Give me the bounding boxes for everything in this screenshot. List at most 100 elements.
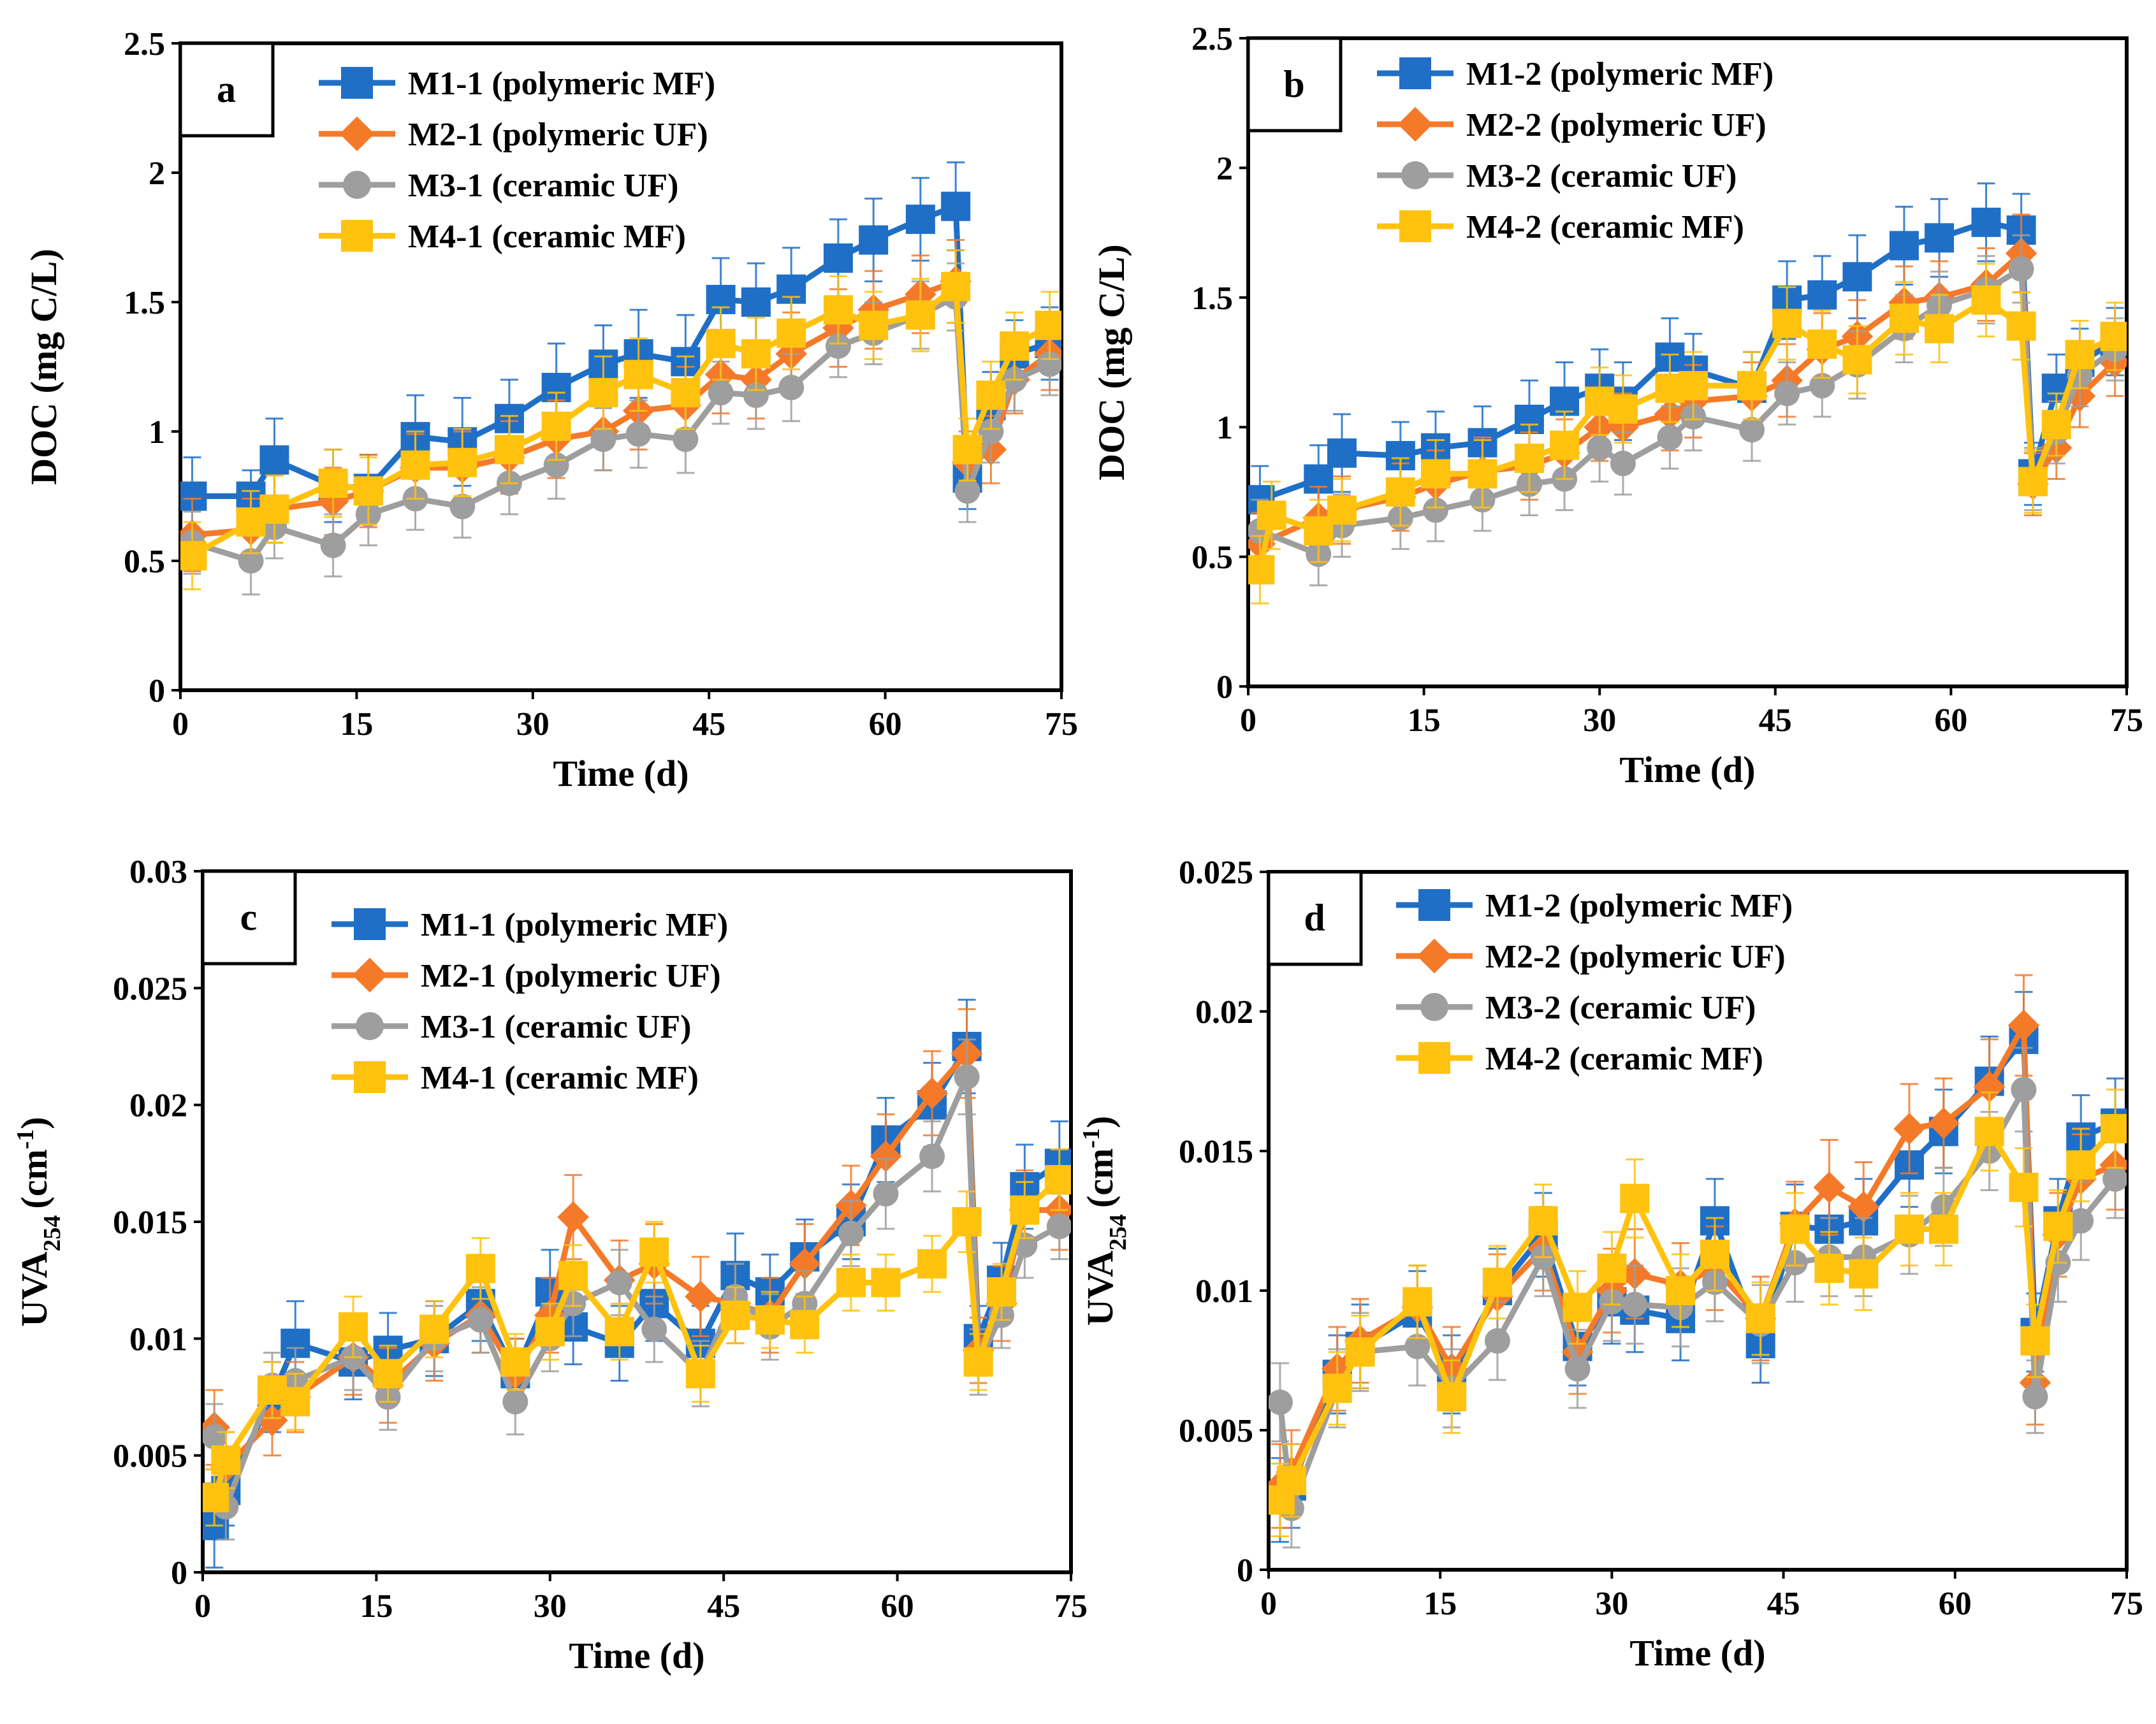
data-point: [318, 468, 348, 498]
x-tick-label: 45: [692, 706, 725, 742]
data-point: [280, 1387, 310, 1417]
legend-label: M4-1 (ceramic MF): [421, 1060, 699, 1096]
x-tick-label: 30: [534, 1588, 567, 1625]
data-point: [1597, 1253, 1627, 1283]
data-point: [1780, 1214, 1810, 1244]
data-point: [1622, 1291, 1648, 1317]
data-point: [2066, 1150, 2096, 1180]
panel-b: 0 15 30 45 60 75 0 0.5 1 1.5 2 2.5 Time (d) DOC (mg C…: [1091, 21, 2143, 790]
legend-item: M3-1 (ceramic UF): [331, 1009, 691, 1045]
y-tick-label: 2: [149, 156, 165, 192]
x-tick-label: 30: [516, 706, 550, 742]
x-tick-label: 60: [1934, 702, 1967, 739]
legend: M1-2 (polymeric MF) M2-2 (polymeric UF) M3…: [1377, 56, 1774, 245]
panel-c: 0 15 30 45 60 75 0 0.005 0.01 0.015 0.02 0.025 0.03 T…: [12, 854, 1088, 1676]
data-point: [2068, 1208, 2094, 1234]
data-point: [1657, 424, 1683, 451]
legend-item: M2-1 (polymeric UF): [319, 116, 708, 153]
data-point: [339, 1312, 368, 1342]
panel-letter: b: [1283, 63, 1304, 105]
data-point: [2100, 321, 2127, 351]
data-point: [673, 426, 699, 453]
data-point: [1772, 308, 1802, 338]
data-point: [978, 419, 1004, 444]
legend-marker: [1420, 993, 1448, 1021]
y-tick-label: 0.03: [129, 854, 187, 890]
data-point: [987, 1277, 1017, 1307]
y-tick-label: 2: [1216, 150, 1233, 187]
data-point: [1528, 1206, 1558, 1236]
series-m4: [1269, 1089, 2127, 1537]
legend-item: M2-2 (polymeric UF): [1396, 938, 1786, 975]
data-point: [535, 1317, 565, 1347]
panel-a: 0 15 30 45 60 75 0 0.5 1 1.5 2 2.5 Time (d) DOC (mg C…: [23, 26, 1078, 794]
data-point: [1925, 223, 1955, 253]
data-point: [1402, 1287, 1432, 1317]
legend-item: M4-1 (ceramic MF): [331, 1060, 699, 1096]
x-tick-label: 75: [1054, 1588, 1088, 1625]
x-tick-label: 30: [1595, 1586, 1628, 1622]
data-point: [917, 1249, 947, 1279]
data-point: [494, 435, 524, 465]
data-point: [954, 478, 980, 504]
data-point: [859, 225, 889, 255]
y-tick-label: 0.015: [1179, 1134, 1253, 1170]
data-point: [1895, 1214, 1925, 1244]
data-point: [180, 540, 207, 570]
data-point: [1813, 1171, 1846, 1203]
data-point: [870, 1140, 902, 1173]
data-point: [639, 1237, 669, 1267]
data-point: [1842, 345, 1872, 375]
data-point: [557, 1201, 589, 1233]
data-point: [2101, 1113, 2127, 1143]
legend-marker: [1401, 161, 1429, 189]
y-axis-title: DOC (mg C/L): [23, 249, 64, 485]
x-tick-label: 30: [1583, 702, 1616, 739]
series-m4: [1248, 263, 2127, 605]
data-point: [2007, 1010, 2040, 1041]
y-tick-label: 0.02: [1195, 994, 1253, 1031]
x-tick-label: 60: [869, 706, 902, 742]
data-point: [211, 1445, 241, 1475]
y-tick-label: 1.5: [1191, 280, 1233, 317]
data-point: [203, 1482, 229, 1512]
legend-label: M1-2 (polymeric MF): [1466, 56, 1774, 92]
data-point: [1046, 1213, 1071, 1240]
x-tick-label: 0: [194, 1588, 211, 1625]
data-point: [1620, 1184, 1650, 1213]
data-point: [1327, 438, 1357, 468]
x-tick-label: 0: [1260, 1586, 1277, 1622]
data-point: [685, 1359, 715, 1389]
legend-label: M2-2 (polymeric UF): [1485, 939, 1786, 975]
x-axis-title: Time (d): [569, 1635, 704, 1676]
data-point: [2009, 1172, 2039, 1202]
y-tick-label: 0.025: [1179, 855, 1253, 891]
panel-letter: a: [217, 68, 236, 110]
data-point: [963, 1347, 993, 1377]
panel-letter: d: [1304, 897, 1325, 939]
y-tick-label: 1.5: [124, 285, 165, 321]
data-point: [1774, 380, 1800, 407]
x-axis-title: Time (d): [1629, 1632, 1765, 1674]
data-point: [1842, 262, 1872, 292]
data-point: [952, 1207, 982, 1236]
legend-item: M1-1 (polymeric MF): [319, 66, 715, 102]
data-point: [790, 1310, 820, 1340]
data-point: [256, 1404, 288, 1437]
plot-area: [203, 999, 1071, 1569]
data-point: [2022, 1384, 2048, 1410]
panel-letter: c: [240, 896, 258, 938]
data-point: [1666, 1276, 1696, 1305]
y-tick-label: 0.005: [1179, 1413, 1253, 1449]
legend-marker: [1397, 106, 1433, 142]
data-point: [590, 426, 616, 453]
y-tick-label: 2.5: [1191, 21, 1233, 57]
y-tick-label: 0.01: [129, 1321, 187, 1358]
legend-item: M3-2 (ceramic UF): [1377, 158, 1737, 194]
data-point: [1000, 331, 1030, 361]
legend-marker: [341, 67, 373, 99]
legend-marker: [354, 908, 386, 940]
data-point: [2020, 1326, 2050, 1356]
data-point: [1010, 1195, 1040, 1225]
